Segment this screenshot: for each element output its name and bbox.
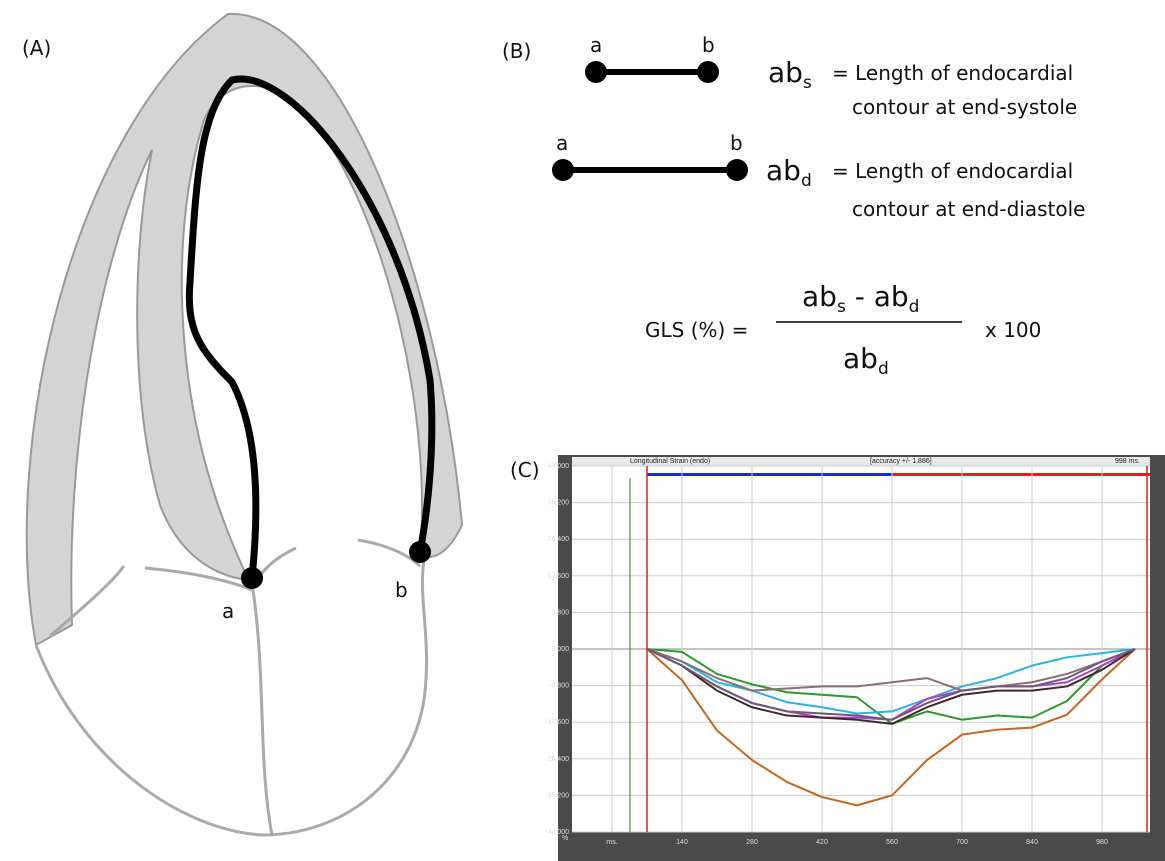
dot bbox=[552, 159, 574, 181]
systole-segment bbox=[585, 61, 719, 83]
y-tick-label: 17.600 bbox=[548, 573, 570, 580]
symbol: abd bbox=[766, 154, 812, 191]
annotation: 998 ms. bbox=[1115, 458, 1140, 465]
y-tick-label: 8.800 bbox=[551, 609, 569, 616]
x-tick-label: 840 bbox=[1026, 839, 1038, 846]
timeline-blue bbox=[647, 473, 892, 476]
figure: (A) a b (B) a b abs = Length of endocard… bbox=[0, 0, 1165, 861]
endocardial-contour bbox=[189, 79, 432, 578]
symbol-text: ab bbox=[768, 56, 803, 89]
y-tick-label: -35.200 bbox=[545, 792, 569, 799]
x-tick-label: 700 bbox=[956, 839, 968, 846]
y-tick-label: 0.000 bbox=[551, 646, 569, 653]
point-label: a bbox=[222, 599, 234, 623]
formula-lhs: GLS (%) = bbox=[645, 318, 748, 342]
point-label: b bbox=[702, 33, 715, 57]
num: - ab bbox=[846, 280, 909, 313]
annotation: [accuracy +/- 1.886] bbox=[870, 458, 932, 465]
point-label: b bbox=[730, 131, 743, 155]
point-b bbox=[409, 541, 431, 563]
x-tick-label: ms. bbox=[606, 839, 617, 846]
definition: contour at end-diastole bbox=[852, 197, 1085, 221]
formula-denominator: abd bbox=[843, 342, 889, 379]
panel-label: (B) bbox=[502, 39, 531, 63]
septum-line bbox=[253, 590, 272, 835]
num: ab bbox=[802, 280, 837, 313]
subscript: s bbox=[837, 297, 846, 317]
y-tick-label: -17.600 bbox=[545, 719, 569, 726]
x-tick-label: 420 bbox=[816, 839, 828, 846]
point-label: a bbox=[590, 33, 602, 57]
panel-label: (C) bbox=[510, 458, 540, 482]
x-tick-label: 980 bbox=[1096, 839, 1108, 846]
definition: = Length of endocardial bbox=[832, 61, 1073, 85]
x-tick-label: 560 bbox=[886, 839, 898, 846]
panel-label: (A) bbox=[22, 36, 51, 60]
dot bbox=[697, 61, 719, 83]
x-tick-label: 280 bbox=[746, 839, 758, 846]
y-tick-label: 35.200 bbox=[548, 500, 570, 507]
diastole-segment bbox=[552, 159, 748, 181]
definition: contour at end-systole bbox=[852, 95, 1077, 119]
y-tick-label: 26.400 bbox=[548, 536, 570, 543]
subscript: d bbox=[878, 359, 889, 379]
dot bbox=[585, 61, 607, 83]
definition: = Length of endocardial bbox=[832, 159, 1073, 183]
timeline-red bbox=[892, 473, 1150, 476]
y-tick-label: -26.400 bbox=[545, 756, 569, 763]
den: ab bbox=[843, 342, 878, 375]
x-tick-label: 140 bbox=[676, 839, 688, 846]
symbol-text: ab bbox=[766, 154, 801, 187]
y-tick-label: -8.800 bbox=[549, 683, 569, 690]
y-axis-label: % bbox=[562, 835, 568, 842]
heart-diagram bbox=[27, 14, 462, 835]
point-label: a bbox=[556, 131, 568, 155]
subscript: d bbox=[801, 171, 812, 191]
formula-factor: x 100 bbox=[985, 318, 1041, 342]
subscript: s bbox=[803, 73, 812, 93]
chart-title: Longitudinal Strain (endo) bbox=[630, 458, 710, 465]
y-tick-label: 44.000 bbox=[548, 463, 570, 470]
point-label: b bbox=[395, 578, 408, 602]
symbol: abs bbox=[768, 56, 812, 93]
y-tick-label: -44.000 bbox=[545, 829, 569, 836]
subscript: d bbox=[909, 297, 920, 317]
point-a bbox=[241, 567, 263, 589]
dot bbox=[726, 159, 748, 181]
formula-numerator: abs - abd bbox=[802, 280, 919, 317]
